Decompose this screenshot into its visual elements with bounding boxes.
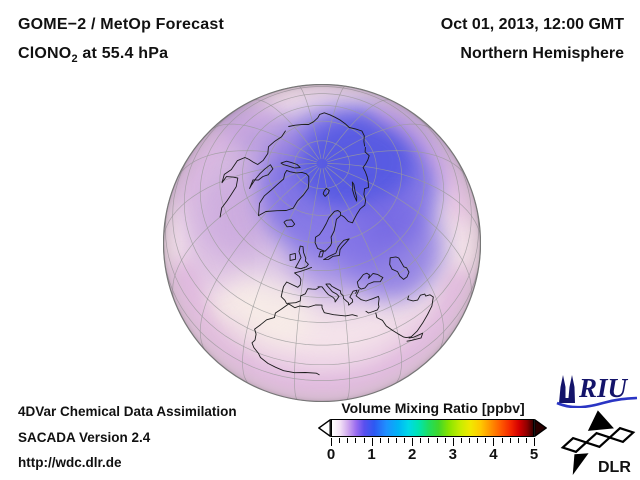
assimilation-label: 4DVar Chemical Data Assimilation bbox=[18, 404, 237, 419]
pressure-level: at 55.4 hPa bbox=[77, 45, 169, 62]
riu-wave-icon bbox=[556, 396, 638, 408]
dlr-swoosh-icon bbox=[560, 410, 636, 476]
colorbar-left-arrow bbox=[318, 419, 331, 437]
colorbar-title: Volume Mixing Ratio [ppbv] bbox=[341, 400, 525, 416]
colorbar-right-arrow bbox=[534, 419, 548, 437]
cathedral-icon bbox=[559, 375, 575, 403]
hemisphere-label: Northern Hemisphere bbox=[460, 45, 624, 62]
date-label: Oct 01, 2013, 12:00 GMT bbox=[440, 16, 624, 33]
product-title: GOME−2 / MetOp Forecast bbox=[18, 16, 224, 33]
colorbar-gradient bbox=[330, 419, 535, 437]
species-name: ClONO bbox=[18, 45, 72, 62]
dlr-logo-text: DLR bbox=[598, 459, 631, 476]
version-label: SACADA Version 2.4 bbox=[18, 429, 151, 445]
dlr-logo: DLR bbox=[560, 410, 636, 476]
colorbar bbox=[318, 419, 548, 437]
orthographic-globe bbox=[162, 83, 482, 403]
riu-logo: RIU bbox=[556, 373, 638, 408]
riu-logo-text: RIU bbox=[578, 373, 629, 403]
species-level-label: ClONO2 at 55.4 hPa bbox=[18, 39, 224, 74]
footer-credits: 4DVar Chemical Data Assimilation SACADA … bbox=[18, 399, 237, 476]
website-url: http://wdc.dlr.de bbox=[18, 455, 122, 470]
species-subscript: 2 bbox=[71, 53, 78, 66]
header-left: GOME−2 / MetOp Forecast ClONO2 at 55.4 h… bbox=[18, 10, 224, 74]
header-right: Oct 01, 2013, 12:00 GMT Northern Hemisph… bbox=[441, 10, 624, 68]
globe-map bbox=[162, 83, 482, 403]
colorbar-ticks bbox=[331, 438, 535, 447]
